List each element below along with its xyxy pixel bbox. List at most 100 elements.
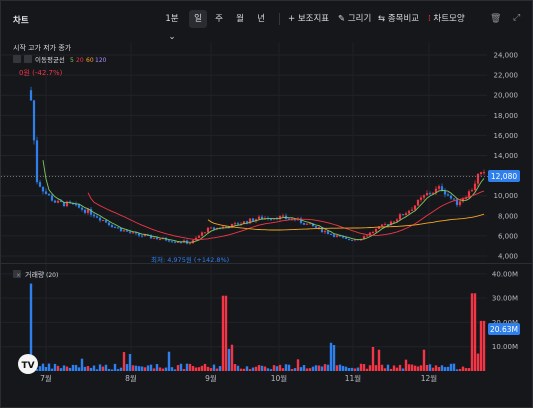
- price-axis: 4,0006,0008,00010,00012,00014,00016,0001…: [494, 52, 519, 261]
- draw-button[interactable]: ✎ 그리기: [338, 10, 371, 28]
- candle-body: [98, 217, 102, 221]
- volume-bar: [317, 365, 321, 371]
- candle-body: [389, 221, 393, 225]
- draw-label: 그리기: [347, 14, 372, 24]
- volume-bar: [374, 365, 378, 371]
- volume-bar: [452, 363, 456, 371]
- compare-label: 종목비교: [387, 14, 420, 24]
- candle-body: [305, 223, 309, 225]
- period-tab-day[interactable]: 일: [189, 10, 207, 28]
- time-tick-label: 8월: [125, 373, 137, 383]
- period-tab-year[interactable]: 년: [257, 14, 265, 24]
- candle-body: [104, 220, 108, 223]
- volume-bar: [266, 368, 270, 371]
- volume-bar: [50, 368, 54, 371]
- candle-body: [179, 241, 183, 243]
- volume-bar: [377, 349, 381, 371]
- volume-bar: [164, 367, 168, 371]
- tradingview-logo[interactable]: [18, 354, 38, 374]
- volume-bar: [368, 365, 372, 371]
- candle-body: [80, 207, 84, 210]
- candle-body: [53, 200, 57, 203]
- candle-body: [344, 237, 348, 239]
- chevron-down-icon: ⌄: [168, 32, 176, 42]
- volume-bar: [146, 365, 150, 371]
- candle-body: [65, 201, 69, 207]
- volume-bar: [206, 366, 210, 371]
- candle-body: [371, 232, 375, 234]
- candle-body: [464, 197, 468, 199]
- candle-body: [29, 90, 33, 101]
- volume-bar: [479, 320, 483, 371]
- volume-bar: [407, 364, 411, 371]
- volume-bar: [74, 365, 78, 371]
- volume-bar: [275, 366, 279, 371]
- indicator-button[interactable]: + 보조지표: [288, 10, 329, 28]
- volume-bar: [296, 359, 300, 371]
- candle-body: [476, 173, 480, 184]
- trash-icon[interactable]: 🗑: [490, 14, 502, 24]
- volume-bar: [260, 365, 264, 371]
- volume-bar: [29, 283, 33, 371]
- compare-button[interactable]: ⇆ 종목비교: [378, 10, 419, 28]
- volume-bar: [308, 368, 312, 371]
- ma60-label: 60: [86, 57, 94, 64]
- volume-bar: [44, 366, 48, 371]
- volume-bar: [431, 367, 435, 371]
- volume-bar: [314, 365, 318, 371]
- chart-style-label: 차트모양: [433, 14, 465, 24]
- volume-bar: [476, 353, 480, 371]
- ma60-line: [207, 213, 485, 231]
- volume-bar: [470, 293, 474, 371]
- interval-dropdown[interactable]: 1분 ⌄: [161, 10, 183, 42]
- volume-bar: [437, 367, 441, 371]
- volume-bar: [200, 365, 204, 371]
- volume-bar: [398, 364, 402, 371]
- candles: [29, 86, 486, 245]
- volume-bar: [344, 366, 348, 371]
- volume-bar: [443, 367, 447, 371]
- chart-style-icon: ⁞: [428, 14, 431, 24]
- expand-icon[interactable]: ⤢: [513, 13, 521, 23]
- volume-close-icon[interactable]: [13, 270, 21, 278]
- eye-icon[interactable]: [13, 55, 21, 63]
- volume-bar: [191, 365, 195, 371]
- period-tab-month[interactable]: 월: [236, 14, 244, 24]
- price-tick-label: 10,000: [494, 192, 519, 200]
- candle-body: [419, 197, 423, 200]
- volume-close-glyph: ×: [16, 272, 21, 279]
- volume-bar: [86, 365, 90, 371]
- volume-bar: [356, 367, 360, 371]
- candle-body: [101, 220, 105, 222]
- candle-body: [455, 199, 459, 205]
- volume-bar: [269, 369, 273, 371]
- candle-body: [311, 223, 315, 227]
- volume-bar: [215, 368, 219, 371]
- volume-bar: [227, 348, 231, 371]
- candle-body: [368, 232, 372, 236]
- low-price-annotation: 최저: 4,975원 (+142.8%): [151, 255, 229, 264]
- volume-bar: [116, 369, 120, 371]
- candle-body: [44, 191, 48, 195]
- ma5-label: 5: [70, 57, 74, 64]
- candle-body: [149, 235, 153, 239]
- candle-body: [194, 237, 198, 241]
- candle-body: [350, 239, 354, 241]
- candle-body: [131, 232, 135, 234]
- volume-bar: [188, 363, 192, 371]
- candle-body: [326, 231, 330, 234]
- period-tab-week[interactable]: 주: [215, 14, 223, 24]
- volume-bar: [242, 368, 246, 371]
- volume-bar: [323, 364, 327, 371]
- volume-bar: [56, 365, 60, 371]
- volume-bar: [167, 351, 171, 371]
- chart-style-button[interactable]: ⁞ 차트모양: [428, 10, 465, 28]
- close-icon[interactable]: [24, 55, 32, 63]
- volume-bar: [38, 366, 42, 371]
- candle-body: [95, 216, 99, 218]
- candle-body: [404, 213, 408, 216]
- ma5-line: [42, 160, 485, 243]
- candle-body: [47, 194, 51, 196]
- ma20-line: [87, 190, 485, 240]
- chart-area[interactable]: 4,0006,0008,00010,00012,00014,00016,0001…: [1, 37, 532, 383]
